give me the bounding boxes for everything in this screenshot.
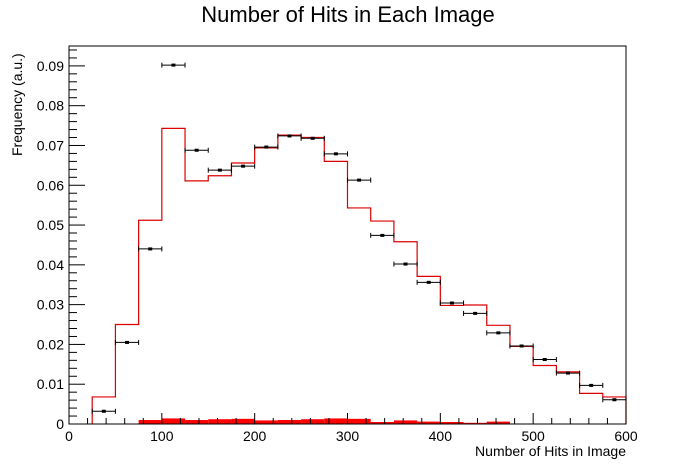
y-axis-label: Frequency (a.u.) — [9, 53, 25, 156]
x-tick-label: 600 — [614, 428, 638, 444]
plot-area: 0 100 200 300 400 500 600 0 0.01 0.02 0.03 0.04 0.05… — [37, 45, 638, 444]
y-tick-label: 0.06 — [37, 177, 64, 193]
y-tick-label: 0.09 — [37, 58, 64, 74]
data-point — [519, 344, 524, 348]
data-point — [125, 340, 130, 344]
filled-bar — [254, 420, 278, 424]
filled-bar — [277, 420, 302, 424]
data-point — [542, 358, 547, 362]
x-tick-label: 500 — [521, 428, 545, 444]
y-tick-label: 0 — [56, 416, 64, 432]
chart-title: Number of Hits in Each Image — [201, 2, 494, 27]
filled-bar — [463, 422, 487, 424]
y-tick-label: 0.01 — [37, 376, 64, 392]
data-point — [148, 247, 153, 251]
filled-bar — [161, 418, 186, 424]
filled-bar — [185, 420, 209, 424]
y-tick-label: 0.07 — [37, 137, 64, 153]
filled-bar — [208, 419, 232, 424]
data-point — [287, 134, 292, 138]
filled-bar — [347, 418, 371, 424]
x-tick-label: 0 — [65, 428, 73, 444]
step-series-line — [91, 127, 627, 424]
data-point — [380, 233, 385, 237]
data-point — [473, 311, 478, 315]
filled-bar — [324, 418, 348, 424]
x-axis-label: Number of Hits in Image — [475, 443, 626, 459]
x-tick-label: 200 — [243, 428, 267, 444]
data-point — [496, 331, 501, 335]
filled-bar — [440, 422, 464, 424]
data-point — [310, 136, 315, 140]
data-point — [217, 168, 222, 172]
y-tick-label: 0.04 — [37, 257, 64, 273]
data-point — [194, 148, 199, 152]
y-tick-label: 0.05 — [37, 217, 64, 233]
filled-bar — [301, 419, 325, 424]
filled-bar — [231, 418, 255, 424]
y-tick-label: 0.02 — [37, 336, 64, 352]
x-tick-label: 300 — [336, 428, 360, 444]
filled-bar — [393, 420, 418, 424]
filled-bar — [370, 422, 394, 424]
data-point — [589, 383, 594, 387]
data-point — [357, 178, 362, 182]
filled-bar-series — [138, 418, 510, 424]
data-point — [264, 145, 269, 149]
data-point — [449, 301, 454, 305]
filled-bar — [486, 421, 510, 424]
data-point — [426, 280, 431, 284]
data-point — [565, 371, 570, 375]
y-tick-label: 0.08 — [37, 98, 64, 114]
data-point — [101, 409, 106, 413]
data-point — [171, 63, 176, 67]
x-tick-label: 400 — [429, 428, 453, 444]
filled-bar — [138, 420, 162, 424]
data-point — [241, 164, 246, 168]
data-point — [403, 262, 408, 266]
y-tick-label: 0.03 — [37, 297, 64, 313]
x-tick-label: 100 — [150, 428, 174, 444]
filled-bar — [417, 421, 441, 424]
point-series — [91, 62, 627, 414]
data-point — [333, 152, 338, 156]
data-point — [612, 398, 617, 402]
